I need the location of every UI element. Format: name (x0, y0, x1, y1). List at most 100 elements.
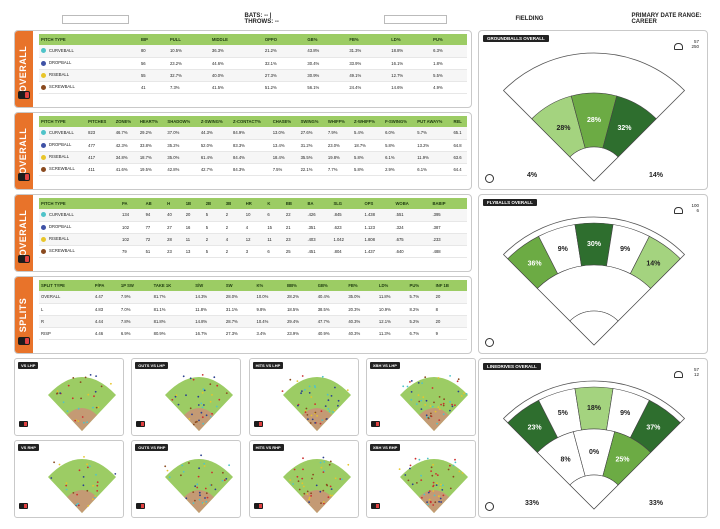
table-header-row: PITCH TYPE PITCHES ZONE% HEART% SHADOW% Z-SWI… (39, 116, 467, 127)
hit-dot (185, 394, 188, 397)
hit-dot (216, 405, 218, 408)
table-cell: 56 (138, 57, 168, 70)
foul-label: 4% (527, 172, 538, 179)
table-cell: 5 (203, 221, 224, 234)
table-cell: 52.0% (198, 139, 232, 152)
hit-dot (417, 382, 420, 384)
panel-sidebar: OVERALL (15, 195, 33, 271)
mini-title: VS LHP (18, 362, 39, 369)
cell-value: 5 (205, 212, 209, 218)
cell-value: 56 (140, 60, 146, 66)
cell-value: CURVEBALL (49, 130, 74, 136)
hit-dot (436, 474, 439, 477)
table-row: CURVEBALL 80 10.5% 36.3% 21.2% 43.8% 31.3% 18.8… (39, 45, 467, 58)
hit-dot (346, 389, 349, 391)
table-cell: 1.123 (362, 221, 394, 234)
cell-value: 4.44 (94, 318, 104, 324)
table-row: DROPBALL 56 23.2% 44.6% 32.1% 30.4% 33.9% 16.1%… (39, 57, 467, 70)
handedness-icon (18, 255, 30, 263)
hit-dot (440, 501, 442, 503)
table-cell: 13 (183, 245, 204, 258)
hit-dot (190, 407, 192, 410)
panel-sidebar: OVERALL (15, 31, 33, 107)
cell-value: 46.7% (115, 130, 128, 136)
hit-dot (442, 413, 445, 416)
table-cell: 4.46 (92, 327, 119, 340)
cell-value: 102 (122, 224, 130, 230)
hit-dot (56, 392, 58, 395)
cell-value: 19.8% (327, 154, 340, 160)
table-cell: 1.438 (362, 209, 394, 222)
table-header-row: PITCH TYPE BIP PULL MIDDLE OPPO GB% FB% LD% PU% (39, 34, 467, 45)
table-cell: 42.7% (198, 163, 232, 176)
hit-dot (452, 464, 455, 467)
cell-value: 6 (267, 212, 270, 218)
count-value: 12 (693, 372, 699, 377)
table-cell: 47.7% (315, 315, 347, 328)
table-cell: .845 (331, 209, 363, 222)
hit-dot (431, 405, 434, 408)
column-header: 1B (183, 198, 204, 209)
pitch-color-dot (41, 166, 46, 172)
results-panel: OVERALL PITCH TYPE PA AB H 1B 2B 3B HR K BB BA SLG O… (14, 194, 472, 272)
mini-title: OUTS VS LHP (135, 362, 168, 369)
handedness-icon (18, 337, 30, 345)
hit-dot (325, 484, 328, 487)
hit-dot (434, 473, 437, 475)
table-cell: 12.1% (376, 315, 408, 328)
hit-dot (206, 492, 208, 495)
hit-dot (205, 487, 207, 490)
table-cell: 9 (433, 327, 467, 340)
column-header: PU% (431, 34, 467, 45)
column-header: Z-SWING% (198, 116, 232, 127)
hit-dot (315, 415, 318, 417)
cell-value: 5.4% (354, 130, 364, 136)
column-header: AB (143, 198, 166, 209)
table-cell: 34.8% (113, 151, 138, 164)
hit-dot (200, 411, 203, 414)
cell-value: 8 (435, 306, 438, 312)
cell-value: 4.46 (94, 330, 104, 336)
hit-dot (333, 386, 336, 389)
table-header-row: PITCH TYPE PA AB H 1B 2B 3B HR K BB BA SLG OPS WOBA BA… (39, 198, 467, 209)
hit-dot (434, 501, 437, 504)
column-header: TAKE 1K (151, 280, 194, 291)
hit-dot (197, 475, 200, 478)
hit-dot (91, 498, 94, 500)
hit-dot (197, 395, 200, 398)
inner-zone-label: 0% (589, 449, 600, 456)
table-cell: 14.3% (193, 291, 224, 304)
row-label-cell: SCREWBALL (39, 163, 87, 176)
table-cell: 7.7% (325, 163, 352, 176)
column-header: PULL (167, 34, 210, 45)
cell-value: 4.47 (94, 294, 104, 300)
column-header: GB% (315, 280, 347, 291)
table-cell: 12 (243, 233, 266, 246)
hit-dot (442, 404, 445, 407)
table-row: CURVEBALL 134 94 40 20 5 2 10 6 22 .426 .845 1.438 .5… (39, 209, 467, 222)
hit-dot (337, 399, 340, 402)
hit-dot (209, 383, 212, 386)
cell-value: 40.3% (348, 330, 361, 336)
hit-dot (438, 500, 440, 503)
cell-value: 21.2% (264, 48, 277, 54)
cell-value: 11 (185, 236, 191, 242)
panel-label: OVERALL (18, 209, 28, 257)
table-cell: 83.3% (231, 139, 271, 152)
hit-dot (77, 420, 80, 422)
hit-dot (461, 472, 464, 474)
hit-dot (319, 461, 322, 464)
hit-dot (214, 488, 217, 491)
handedness-icon (136, 503, 146, 509)
hit-dot (431, 474, 434, 477)
cell-value: RISEBALL (49, 154, 70, 160)
table-cell: 37.0% (165, 127, 199, 140)
hit-dot (434, 410, 437, 413)
glove-icon (674, 207, 683, 214)
table-cell: 4 (243, 221, 266, 234)
hit-dot (166, 469, 169, 472)
cell-value: DROPBALL (49, 142, 72, 148)
hit-dot (303, 388, 306, 391)
hit-dot (429, 412, 432, 415)
zone-label: 23% (528, 424, 543, 431)
